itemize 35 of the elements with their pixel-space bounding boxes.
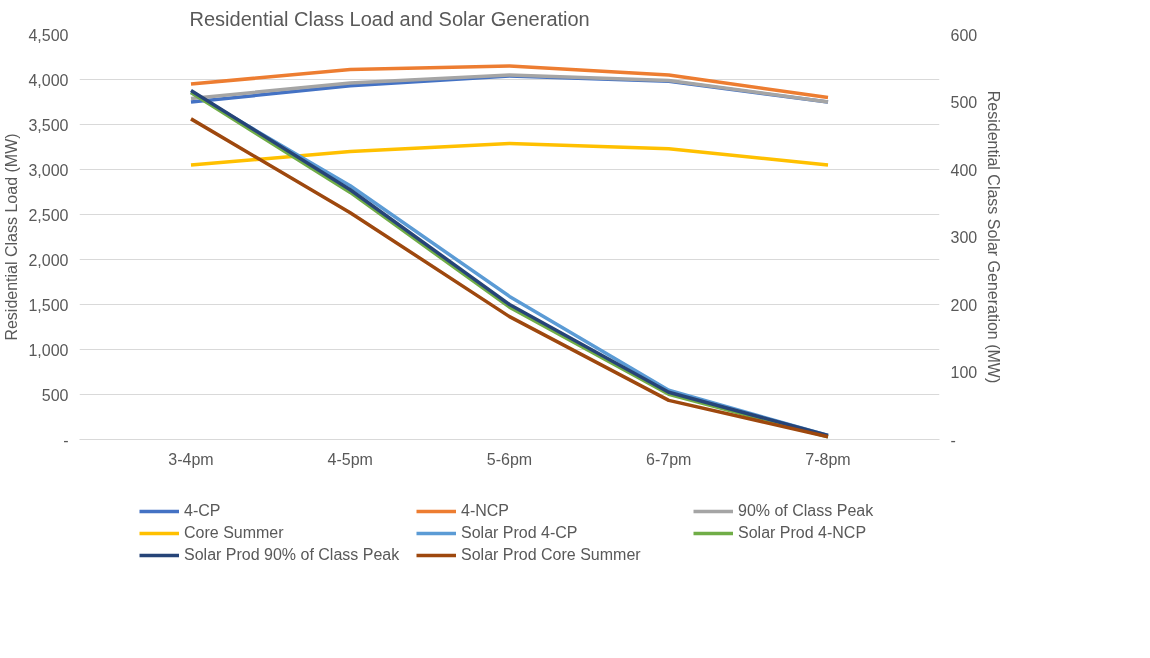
y2-tick-label: 100 — [950, 364, 978, 381]
y-tick-label: 4,500 — [28, 26, 69, 44]
y-tick-label: 4,000 — [28, 71, 69, 89]
legend-label: Solar Prod 4-NCP — [738, 524, 868, 542]
y-tick-label: - — [63, 431, 69, 449]
legend-label: 90% of Class Peak — [738, 502, 875, 520]
y2-tick-label: 200 — [950, 296, 978, 314]
y2-tick-label: 600 — [950, 26, 978, 44]
line-series — [189, 64, 830, 100]
x-tick-label: 6-7pm — [646, 450, 692, 468]
y-tick-label: 1,000 — [28, 341, 69, 359]
y-tick-label: 500 — [41, 386, 69, 404]
y2-axis-title: Residential Class Solar Generation (MW) — [985, 90, 1003, 384]
y-tick-label: 3,000 — [28, 161, 69, 179]
y2-tick-label: - — [950, 431, 956, 449]
x-tick-label: 3-4pm — [168, 450, 214, 468]
legend-label: 4-CP — [184, 502, 222, 520]
y-tick-label: 3,500 — [28, 116, 69, 134]
y-axis-title: Residential Class Load (MW) — [3, 133, 21, 341]
legend-label: Solar Prod Core Summer — [461, 546, 642, 564]
x-tick-label: 4-5pm — [327, 450, 373, 468]
x-tick-label: 5-6pm — [486, 450, 533, 468]
y2-tick-label: 500 — [950, 94, 978, 111]
x-tick-label: 7-8pm — [805, 450, 851, 468]
legend-label: Solar Prod 90% of Class Peak — [184, 546, 401, 564]
y-tick-label: 2,500 — [28, 206, 69, 224]
y2-tick-label: 400 — [950, 161, 978, 179]
legend-label: Core Summer — [184, 524, 285, 542]
legend-label: 4-NCP — [461, 502, 510, 520]
chart-title: Residential Class Load and Solar Generation — [189, 7, 590, 30]
legend-label: Solar Prod 4-CP — [461, 524, 579, 542]
line-series — [189, 141, 830, 167]
y-tick-label: 2,000 — [28, 251, 69, 269]
y2-tick-label: 300 — [950, 229, 978, 246]
y-tick-label: 1,500 — [28, 296, 69, 314]
